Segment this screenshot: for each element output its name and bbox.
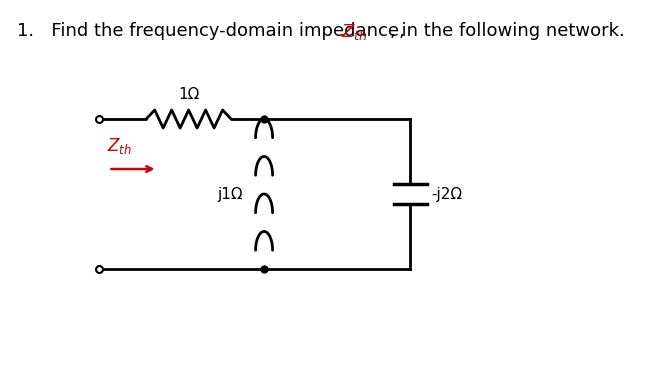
Text: -j2Ω: -j2Ω xyxy=(431,187,462,202)
Text: j1Ω: j1Ω xyxy=(217,187,243,202)
Text: 1Ω: 1Ω xyxy=(178,87,199,102)
Text: 1.   Find the frequency-domain impedance,: 1. Find the frequency-domain impedance, xyxy=(17,22,410,40)
Text: $Z_{th}$: $Z_{th}$ xyxy=(342,22,368,42)
Text: $Z_{th}$: $Z_{th}$ xyxy=(107,136,131,156)
Text: , in the following network.: , in the following network. xyxy=(390,22,624,40)
